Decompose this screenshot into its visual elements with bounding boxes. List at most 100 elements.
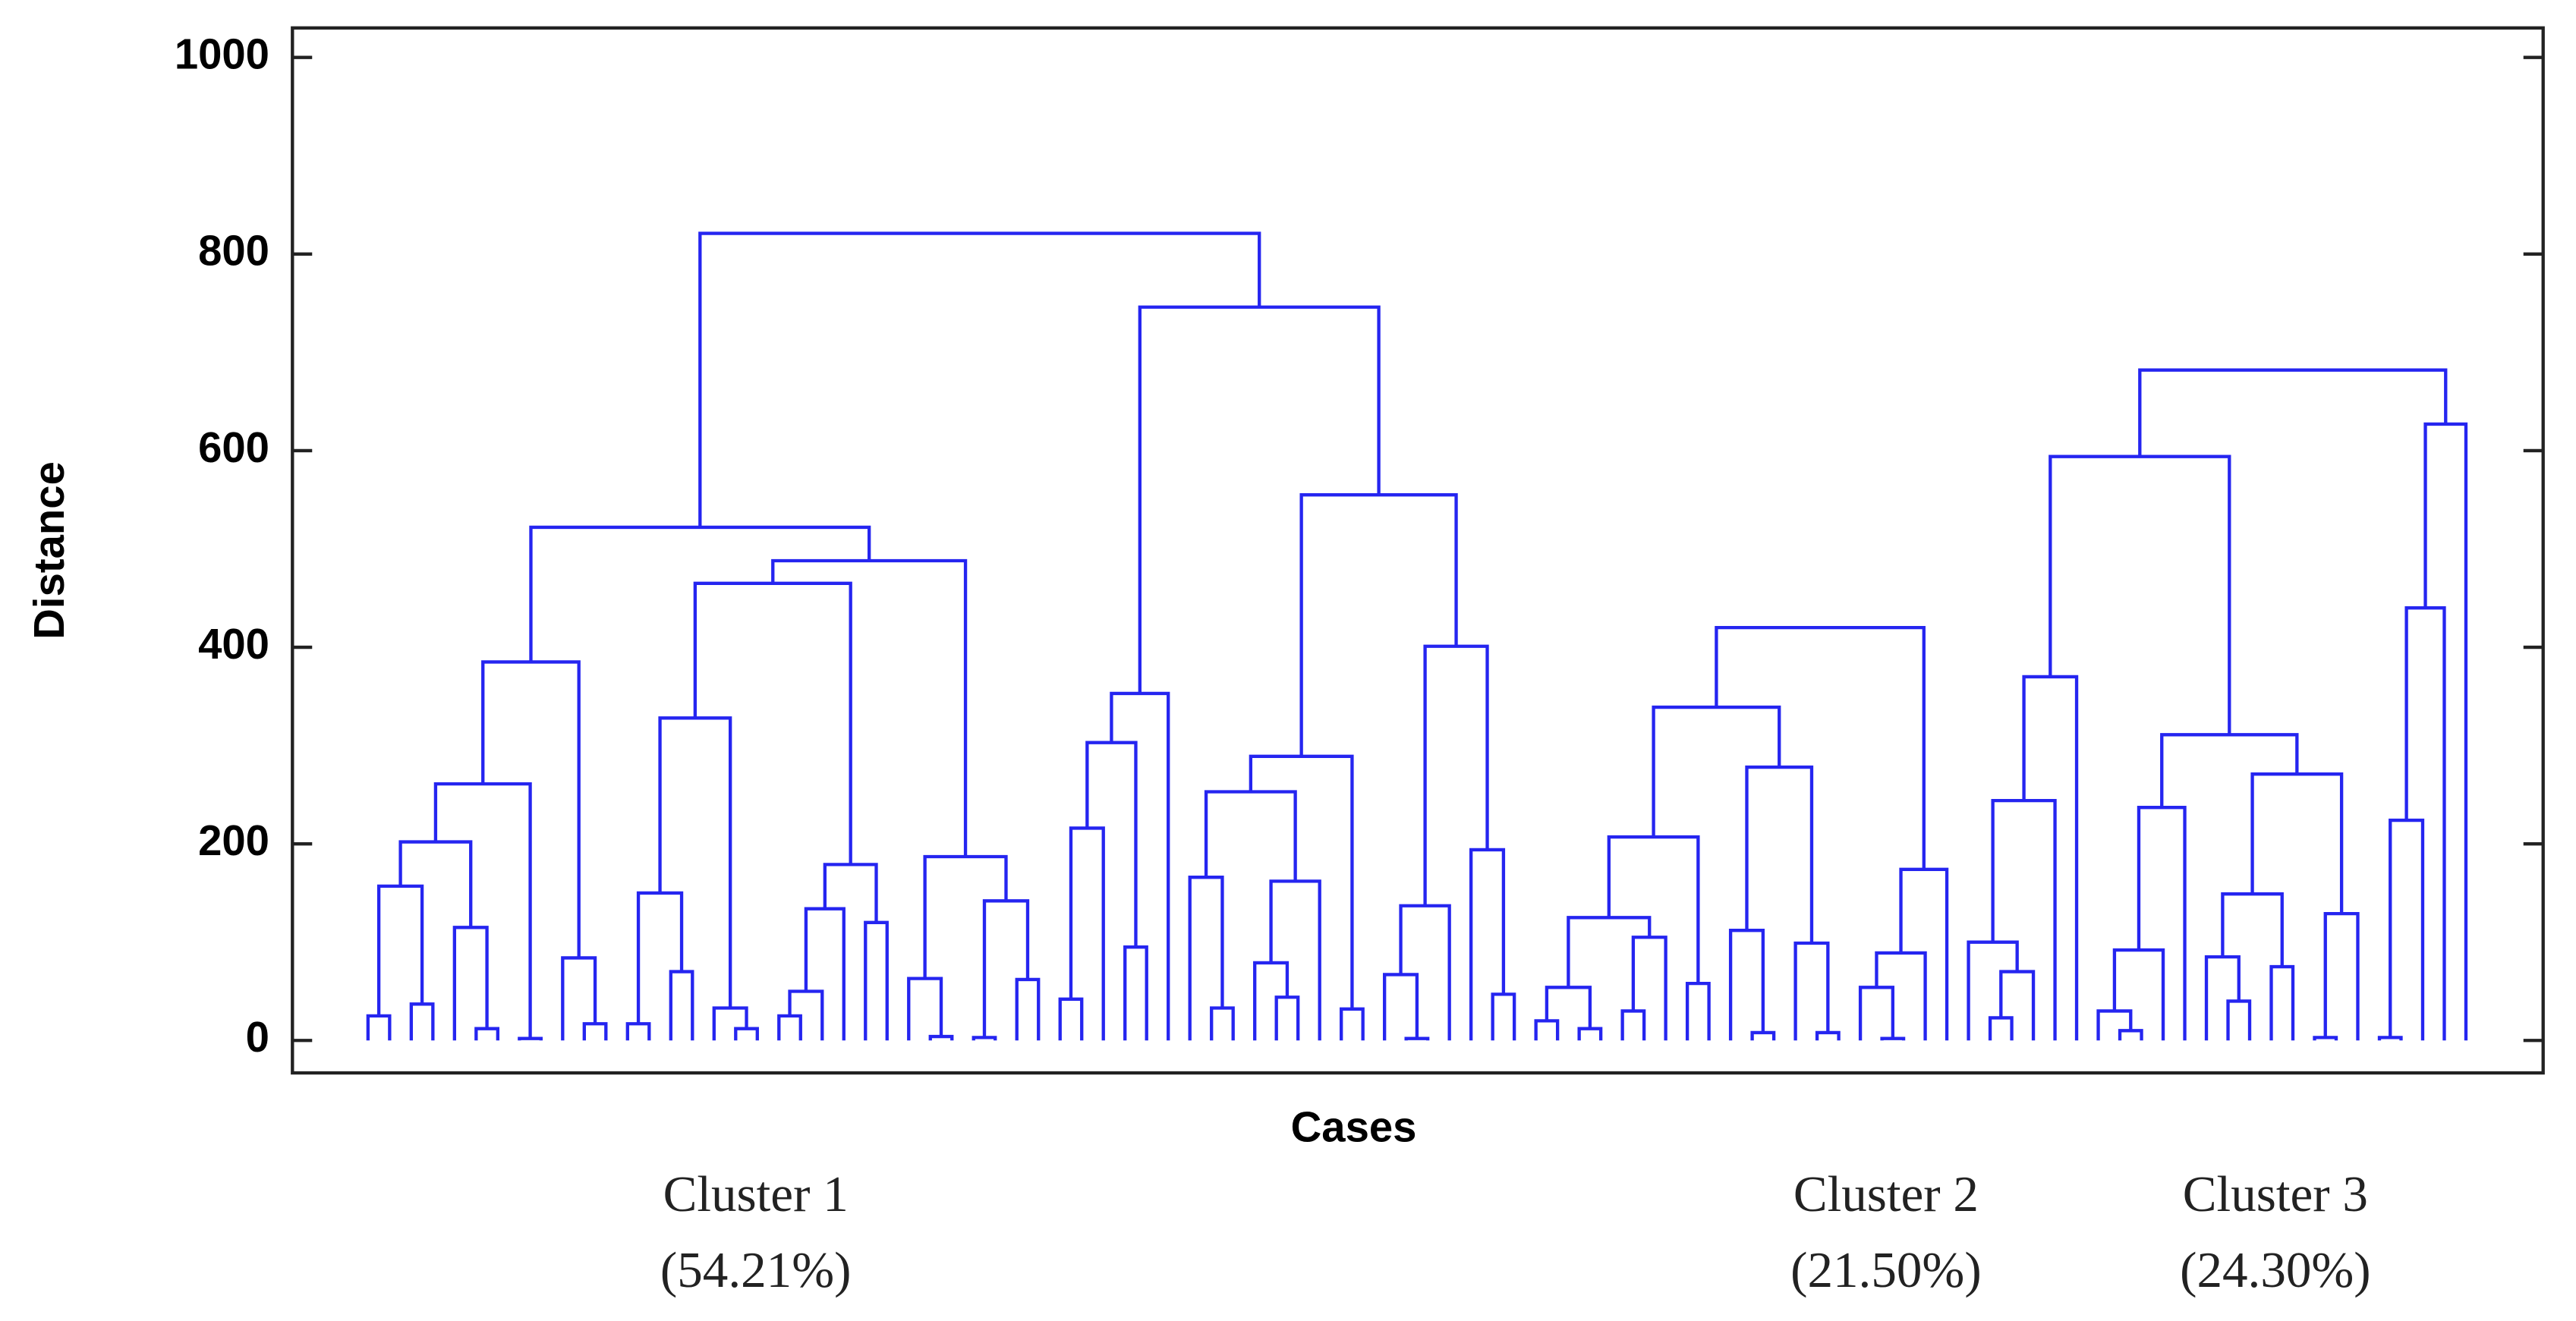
dendrogram-link [972, 1036, 997, 1041]
dendrogram-link [788, 989, 824, 1041]
dendrogram-link [1188, 876, 1224, 1041]
dendrogram-link [1620, 1009, 1646, 1041]
dendrogram-link [2404, 606, 2446, 1041]
dendrogram-link [1015, 977, 1041, 1041]
dendrogram-link [1253, 961, 1290, 1041]
dendrogram-link [1815, 1030, 1841, 1041]
cluster-label: Cluster 2 [1793, 1165, 1979, 1222]
dendrogram-link [864, 920, 889, 1041]
dendrogram-link [1085, 741, 1138, 948]
cluster-share: (24.30%) [2180, 1241, 2371, 1298]
dendrogram-link [376, 884, 424, 1016]
dendrogram-link [771, 558, 968, 857]
dendrogram-link [1069, 826, 1105, 1041]
dendrogram-link [1299, 493, 1458, 756]
dendrogram-link [1058, 997, 1084, 1041]
dendrogram-link [777, 1014, 802, 1041]
dendrogram-link [1274, 995, 1300, 1041]
y-axis-label: Distance [25, 461, 73, 640]
dendrogram-link [398, 840, 473, 928]
dendrogram-link [409, 1002, 435, 1041]
dendrogram-link [1858, 986, 1894, 1041]
plot-frame [291, 26, 2545, 1075]
dendrogram-link [804, 907, 846, 1041]
dendrogram-link [1988, 1016, 2014, 1041]
dendrogram-link [1399, 904, 1451, 1041]
cluster-label: Cluster 3 [2183, 1165, 2368, 1222]
dendrogram-link [1745, 765, 1814, 944]
dendrogram-link [2112, 948, 2165, 1041]
dendrogram-link [1340, 1007, 1365, 1041]
dendrogram-link [2377, 1036, 2403, 1041]
dendrogram-link [2204, 955, 2241, 1041]
y-tick-label: 1000 [175, 30, 269, 78]
dendrogram-link [1269, 879, 1321, 1041]
dendrogram-link [625, 1022, 651, 1041]
dendrogram-link [1423, 644, 1489, 906]
dendrogram-link [2138, 368, 2448, 457]
dendrogram-link [1899, 867, 1949, 1041]
dendrogram-link [1652, 705, 1781, 838]
dendrogram-link [923, 854, 1008, 979]
dendrogram-link [1138, 305, 1381, 694]
dendrogram-link [1728, 928, 1765, 1041]
dendrogram-link [1577, 1027, 1603, 1041]
dendrogram-link [982, 899, 1030, 1038]
dendrogram-link [1204, 790, 1297, 882]
dendrogram-link [2250, 772, 2344, 914]
dendrogram-link [1567, 916, 1652, 988]
dendrogram-link [529, 525, 871, 662]
y-tick-label: 0 [246, 1013, 269, 1061]
y-tick-label: 800 [198, 227, 269, 275]
dendrogram-link [712, 1006, 748, 1041]
y-tick-label: 200 [198, 816, 269, 864]
x-axis-label: Cases [1291, 1103, 1417, 1151]
dendrogram-link [1685, 981, 1711, 1041]
dendrogram-link [1123, 945, 1148, 1041]
cluster-share: (21.50%) [1790, 1241, 1982, 1298]
dendrogram-link [1210, 1006, 1235, 1041]
dendrogram-link [1793, 941, 1830, 1041]
dendrogram-link [2423, 422, 2468, 1041]
dendrogram-link [1383, 973, 1419, 1041]
dendrogram-link [693, 581, 852, 865]
dendrogram-link [2096, 1009, 2133, 1041]
dendrogram-link [452, 926, 489, 1041]
dendrogram-link [2323, 911, 2360, 1041]
dendrogram-link [561, 956, 597, 1041]
dendrogram-link [2313, 1036, 2338, 1041]
dendrogram-link [658, 716, 732, 1008]
dendrogram-link [1110, 691, 1170, 1041]
dendrogram-link [1491, 992, 1516, 1041]
dendrogram-link [2160, 733, 2299, 808]
dendrogram-link [2389, 818, 2425, 1041]
dendrogram-link [2226, 999, 2252, 1041]
dendrogram-link [518, 1036, 543, 1041]
dendrogram-link [1404, 1036, 1430, 1041]
cluster-label: Cluster 1 [663, 1165, 849, 1222]
dendrogram-link [1631, 936, 1667, 1041]
dendrogram-link [366, 1014, 392, 1041]
dendrogram-link [1750, 1030, 1776, 1041]
dendrogram-link [1967, 940, 2019, 1041]
dendrogram-link [823, 863, 878, 923]
dendrogram-link [481, 660, 581, 958]
dendrogram-link [1545, 986, 1592, 1029]
dendrogram-link [1607, 835, 1700, 984]
dendrogram-link [1469, 848, 1506, 1041]
dendrogram-link [1999, 970, 2036, 1041]
dendrogram-link [474, 1027, 499, 1041]
dendrogram-link [2269, 964, 2295, 1041]
dendrogram-link [1875, 951, 1927, 1041]
dendrogram-link [1880, 1036, 1906, 1041]
dendrogram-link [669, 970, 694, 1041]
dendrogram-link [734, 1027, 759, 1041]
cluster-share: (54.21%) [660, 1241, 852, 1298]
dendrogram-link [1534, 1019, 1560, 1041]
dendrogram-link [2049, 454, 2231, 735]
dendrogram-link [1715, 625, 1926, 870]
dendrogram-link [907, 977, 943, 1041]
dendrogram-link [582, 1022, 608, 1041]
dendrogram-link [2118, 1029, 2143, 1041]
